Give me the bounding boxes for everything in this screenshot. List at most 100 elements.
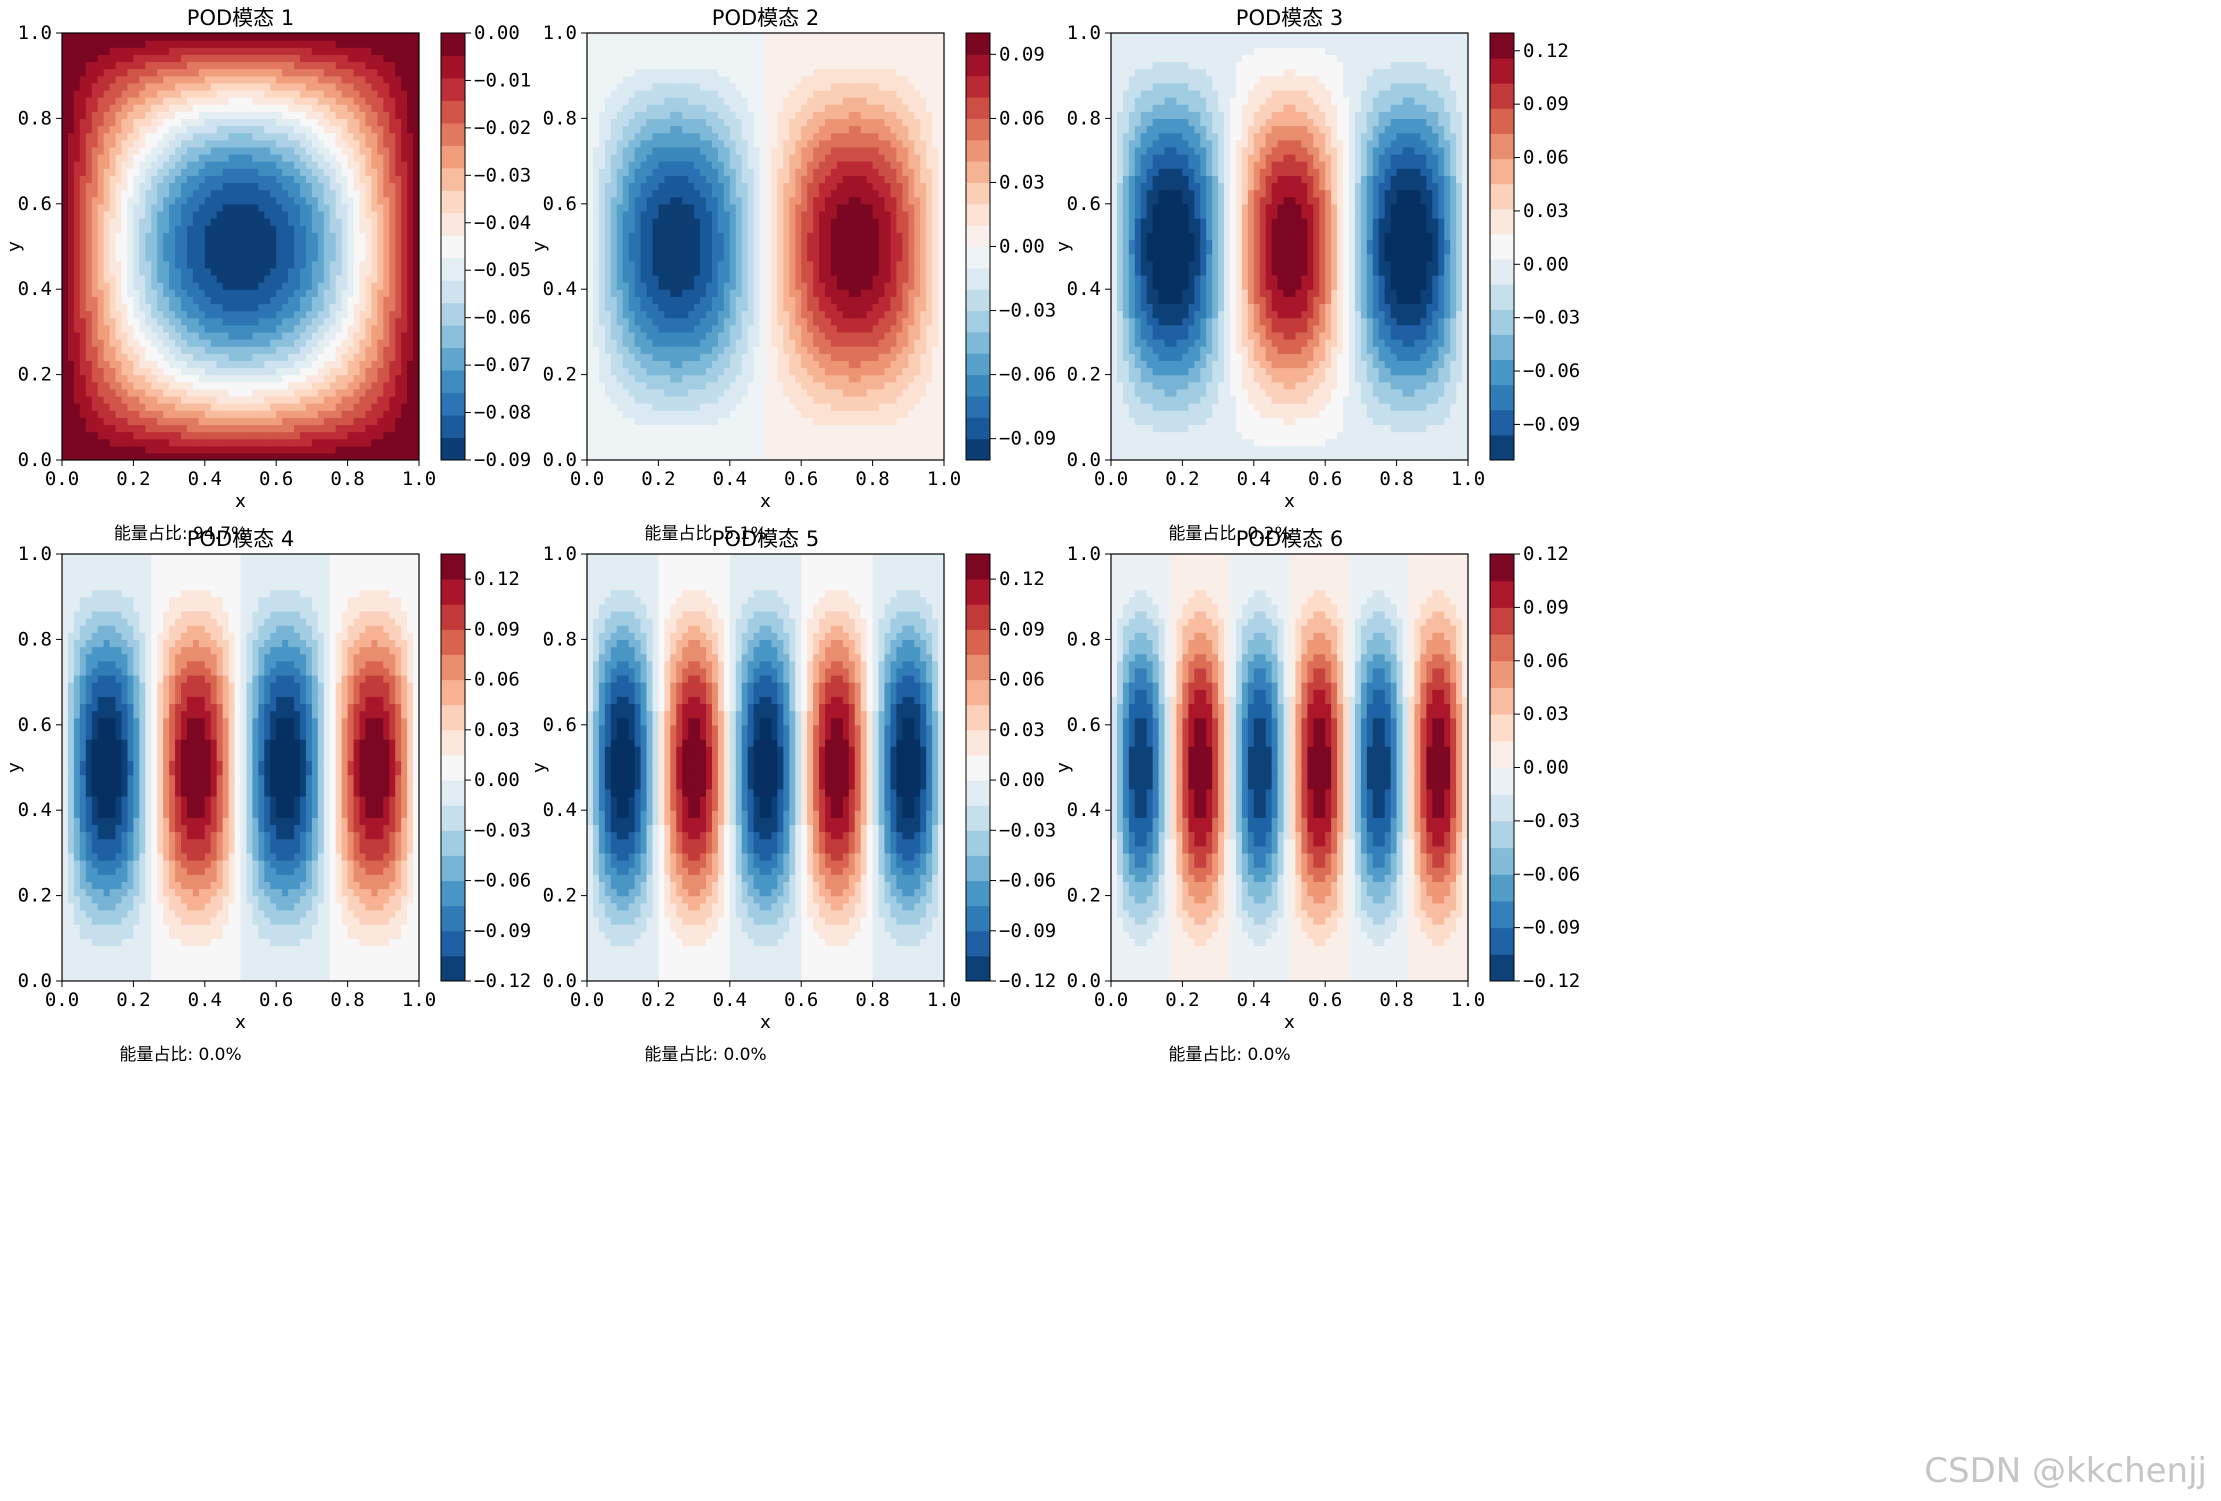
heatmap-cell [92,311,99,319]
heatmap-cell [766,439,773,447]
heatmap-cell [116,197,123,205]
heatmap-cell [157,147,164,155]
heatmap-cell [587,325,594,333]
heatmap-cell [324,311,331,319]
heatmap-cell [169,90,176,98]
heatmap-cell [145,375,152,383]
heatmap-cell [151,303,158,311]
heatmap-cell [62,211,69,219]
heatmap-cell [318,268,325,276]
heatmap-cell [354,168,361,176]
heatmap-cell [383,40,390,48]
heatmap-cell [730,439,737,447]
heatmap-cell [175,382,182,390]
heatmap-cell [843,367,850,375]
heatmap-cell [312,296,319,304]
heatmap-cell [593,432,600,440]
heatmap-cell [641,318,648,326]
heatmap-cell [670,303,677,311]
heatmap-cell [116,247,123,255]
heatmap-cell [330,268,337,276]
heatmap-cell [914,410,921,418]
heatmap-cell [730,382,737,390]
heatmap-cell [920,360,927,368]
heatmap-cell [736,446,743,454]
heatmap-cell [401,69,408,77]
heatmap-cell [181,204,188,212]
heatmap-cell [336,33,343,41]
heatmap-cell [688,410,695,418]
heatmap-cell [599,417,606,425]
heatmap-cell [116,424,123,432]
heatmap-cell [377,47,384,55]
heatmap-cell [801,303,808,311]
heatmap-cell [593,318,600,326]
heatmap-cell [623,375,630,383]
heatmap-cell [187,161,194,169]
heatmap-cell [235,175,242,183]
heatmap-cell [98,261,105,269]
heatmap-cell [605,375,612,383]
heatmap-cell [294,360,301,368]
heatmap-cell [110,61,117,69]
heatmap-cell [777,432,784,440]
heatmap-cell [365,346,372,354]
heatmap-cell [163,311,170,319]
heatmap-cell [116,47,123,55]
heatmap-cell [371,353,378,361]
heatmap-cell [104,303,111,311]
heatmap-cell [241,33,248,41]
heatmap-cell [742,332,749,340]
heatmap-cell [241,211,248,219]
heatmap-cell [407,403,414,411]
heatmap-cell [312,289,319,297]
heatmap-cell [354,360,361,368]
heatmap-cell [819,446,826,454]
heatmap-cell [652,339,659,347]
heatmap-cell [401,439,408,447]
heatmap-cell [169,353,176,361]
heatmap-cell [122,289,129,297]
heatmap-cell [187,396,194,404]
heatmap-cell [718,311,725,319]
heatmap-cell [139,417,146,425]
heatmap-cell [294,353,301,361]
heatmap-cell [133,182,140,190]
heatmap-cell [157,382,164,390]
heatmap-cell [664,325,671,333]
heatmap-cell [754,360,761,368]
heatmap-cell [246,396,253,404]
heatmap-cell [264,268,271,276]
heatmap-cell [217,353,224,361]
heatmap-cell [181,47,188,55]
heatmap-cell [700,311,707,319]
heatmap-cell [324,296,331,304]
heatmap-cell [68,410,75,418]
heatmap-cell [766,410,773,418]
heatmap-cell [365,318,372,326]
heatmap-cell [199,303,206,311]
heatmap-cell [145,33,152,41]
heatmap-cell [658,403,665,411]
heatmap-cell [652,432,659,440]
heatmap-cell [318,296,325,304]
heatmap-cell [104,225,111,233]
heatmap-cell [145,410,152,418]
heatmap-cell [139,339,146,347]
heatmap-cell [139,204,146,212]
heatmap-cell [730,318,737,326]
heatmap-cell [926,360,933,368]
heatmap-cell [116,154,123,162]
heatmap-cell [365,104,372,112]
heatmap-cell [116,182,123,190]
heatmap-cell [819,382,826,390]
heatmap-cell [688,332,695,340]
heatmap-cell [229,83,236,91]
heatmap-cell [276,126,283,134]
heatmap-cell [407,133,414,141]
heatmap-cell [187,360,194,368]
heatmap-cell [896,382,903,390]
heatmap-cell [258,40,265,48]
heatmap-cell [241,446,248,454]
heatmap-cell [235,33,242,41]
